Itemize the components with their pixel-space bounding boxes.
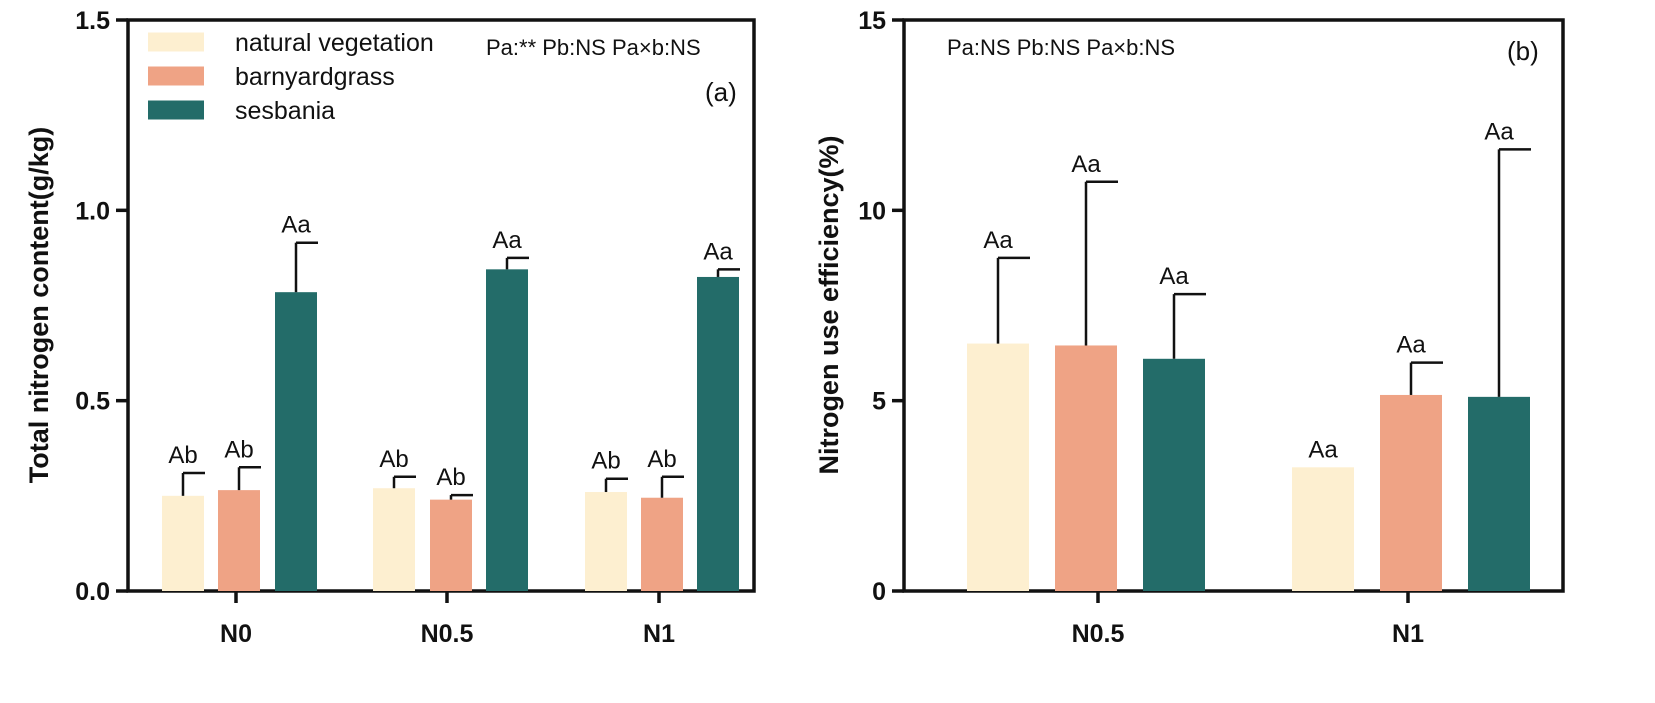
bar: [275, 292, 317, 591]
legend-swatch: [148, 100, 204, 120]
bar: [486, 269, 528, 591]
significance-label: Aa: [281, 212, 311, 239]
x-tick-label: N1: [643, 620, 675, 648]
significance-label: Aa: [983, 227, 1013, 254]
y-tick-label: 5: [872, 388, 886, 416]
legend-label: barnyardgrass: [235, 63, 395, 91]
significance-label: Ab: [379, 446, 408, 473]
bar: [1468, 396, 1530, 591]
panel-a: 0.0 0.5 1.0 1.5 Total nitrogen content(g/kg)…: [24, 7, 756, 648]
x-tick-label: N0: [220, 620, 252, 648]
significance-label: Ab: [168, 442, 197, 469]
stats-annotation: Pa:** Pb:NS Pa×b:NS: [486, 35, 701, 60]
bar: [1055, 345, 1117, 591]
x-tick-label: N1: [1392, 620, 1424, 648]
stats-annotation: Pa:NS Pb:NS Pa×b:NS: [947, 35, 1175, 60]
bar: [373, 488, 415, 591]
y-tick-label: 0.0: [75, 578, 110, 606]
legend: natural vegetation barnyardgrass sesbania: [148, 29, 434, 125]
bar: [697, 276, 739, 591]
bar: [218, 490, 260, 591]
bar: [1292, 467, 1354, 591]
significance-label: Ab: [436, 464, 465, 491]
bar: [1143, 358, 1205, 591]
bar: [1380, 394, 1442, 591]
legend-label: sesbania: [235, 97, 335, 125]
y-tick-label: 1.5: [75, 7, 110, 35]
legend-swatch: [148, 32, 204, 52]
bar: [162, 495, 204, 591]
y-axis-title: Nitrogen use efficiency(%): [814, 135, 844, 474]
y-tick-label: 0.5: [75, 388, 110, 416]
y-tick-label: 10: [858, 197, 886, 225]
panel-b: 0 5 10 15 Nitrogen use efficiency(%) N0.5 N1 Aa…: [814, 7, 1565, 648]
significance-label: Aa: [1396, 332, 1426, 359]
plot-frame: [902, 18, 1565, 593]
significance-label: Aa: [1159, 263, 1189, 290]
y-tick-label: 0: [872, 578, 886, 606]
significance-label: Ab: [591, 448, 620, 475]
y-tick-label: 1.0: [75, 197, 110, 225]
bar: [585, 492, 627, 591]
significance-label: Ab: [647, 446, 676, 473]
panel-label: (a): [705, 77, 737, 107]
bar: [967, 343, 1029, 591]
significance-label: Aa: [1308, 436, 1338, 463]
x-tick-label: N0.5: [421, 620, 474, 648]
y-tick-label: 15: [858, 7, 886, 35]
legend-label: natural vegetation: [235, 29, 434, 57]
significance-label: Aa: [1484, 118, 1514, 145]
x-tick-label: N0.5: [1072, 620, 1125, 648]
significance-label: Aa: [703, 238, 733, 265]
y-axis-title: Total nitrogen content(g/kg): [24, 127, 54, 483]
legend-swatch: [148, 66, 204, 86]
bar: [641, 497, 683, 591]
significance-label: Aa: [1071, 151, 1101, 178]
significance-label: Ab: [224, 436, 253, 463]
significance-label: Aa: [492, 227, 522, 254]
panel-label: (b): [1507, 36, 1539, 66]
bar: [430, 499, 472, 591]
